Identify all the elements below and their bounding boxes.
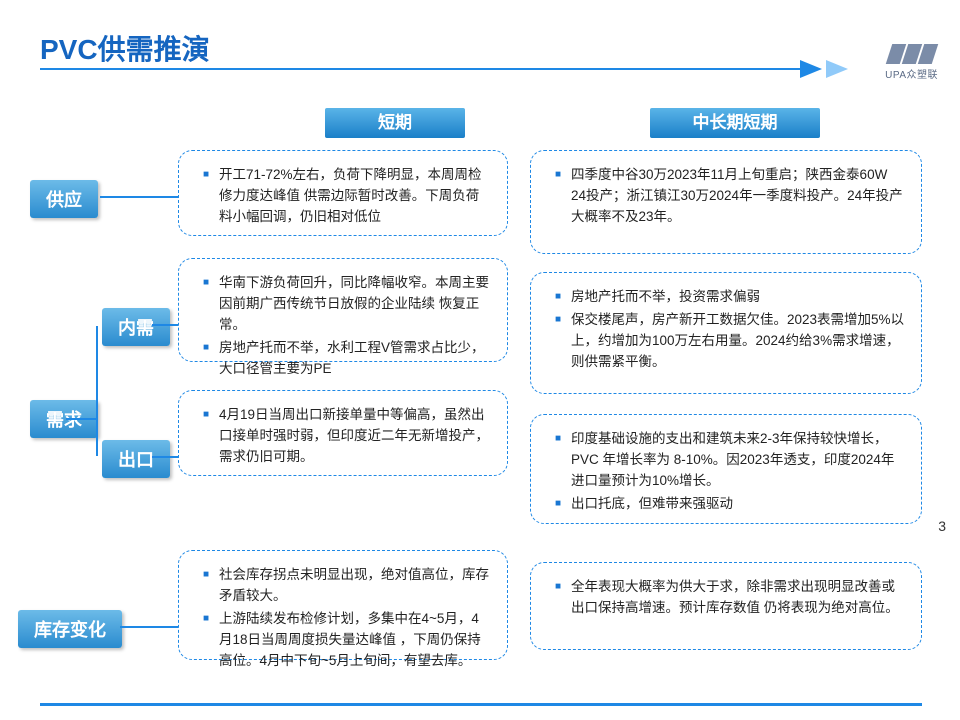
bullet: 印度基础设施的支出和建筑未来2-3年保持较快增长，PVC 年增长率为 8-10%… — [555, 429, 905, 492]
tag-inventory: 库存变化 — [18, 610, 122, 648]
connector-line — [100, 196, 178, 198]
card-short-domestic: 华南下游负荷回升，同比降幅收窄。本周主要因前期广西传统节日放假的企业陆续 恢复正… — [178, 258, 508, 362]
connector-line — [66, 418, 96, 420]
column-header-short-term: 短期 — [325, 108, 465, 138]
card-short-export: 4月19日当周出口新接单量中等偏高，虽然出口接单时强时弱，但印度近二年无新增投产… — [178, 390, 508, 476]
connector-line — [120, 626, 178, 628]
bullet: 房地产托而不举，水利工程V管需求占比少，大口径管主要为PE — [203, 338, 491, 380]
title-underline — [40, 68, 800, 70]
column-header-long-term: 中长期短期 — [650, 108, 820, 138]
bottom-rule — [40, 703, 922, 706]
connector-line — [152, 456, 178, 458]
bullet: 四季度中谷30万2023年11月上旬重启；陕西金泰60W 24投产；浙江镇江30… — [555, 165, 905, 228]
card-long-domestic: 房地产托而不举，投资需求偏弱 保交楼尾声，房产新开工数据欠佳。2023表需增加5… — [530, 272, 922, 394]
card-long-inventory: 全年表现大概率为供大于求，除非需求出现明显改善或出口保持高增速。预计库存数值 仍… — [530, 562, 922, 650]
connector-line — [152, 324, 178, 326]
bullet: 社会库存拐点未明显出现，绝对值高位，库存矛盾较大。 — [203, 565, 491, 607]
bullet: 华南下游负荷回升，同比降幅收窄。本周主要因前期广西传统节日放假的企业陆续 恢复正… — [203, 273, 491, 336]
card-short-supply: 开工71-72%左右，负荷下降明显，本周周检修力度达峰值 供需边际暂时改善。下周… — [178, 150, 508, 236]
bullet: 出口托底，但难带来强驱动 — [555, 494, 905, 515]
tag-supply: 供应 — [30, 180, 98, 218]
page-title: PVC供需推演 — [40, 28, 210, 68]
bullet: 开工71-72%左右，负荷下降明显，本周周检修力度达峰值 供需边际暂时改善。下周… — [203, 165, 491, 228]
page-number: 3 — [938, 518, 946, 534]
bullet: 4月19日当周出口新接单量中等偏高，虽然出口接单时强时弱，但印度近二年无新增投产… — [203, 405, 491, 468]
bullet: 保交楼尾声，房产新开工数据欠佳。2023表需增加5%以上，约增加为100万左右用… — [555, 310, 905, 373]
tag-export: 出口 — [102, 440, 170, 478]
bullet: 上游陆续发布检修计划，多集中在4~5月，4月18日当周周度损失量达峰值 ，下周仍… — [203, 609, 491, 672]
logo-mark-icon — [885, 44, 938, 64]
logo-text: UPA众塑联 — [885, 66, 938, 81]
card-long-export: 印度基础设施的支出和建筑未来2-3年保持较快增长，PVC 年增长率为 8-10%… — [530, 414, 922, 524]
connector-line — [96, 326, 98, 456]
card-short-inventory: 社会库存拐点未明显出现，绝对值高位，库存矛盾较大。 上游陆续发布检修计划，多集中… — [178, 550, 508, 660]
arrow-cap-icon — [826, 60, 848, 78]
tag-domestic-demand: 内需 — [102, 308, 170, 346]
bullet: 全年表现大概率为供大于求，除非需求出现明显改善或出口保持高增速。预计库存数值 仍… — [555, 577, 905, 619]
arrow-cap-icon — [800, 60, 822, 78]
card-long-supply: 四季度中谷30万2023年11月上旬重启；陕西金泰60W 24投产；浙江镇江30… — [530, 150, 922, 254]
brand-logo: UPA众塑联 — [885, 44, 938, 81]
bullet: 房地产托而不举，投资需求偏弱 — [555, 287, 905, 308]
